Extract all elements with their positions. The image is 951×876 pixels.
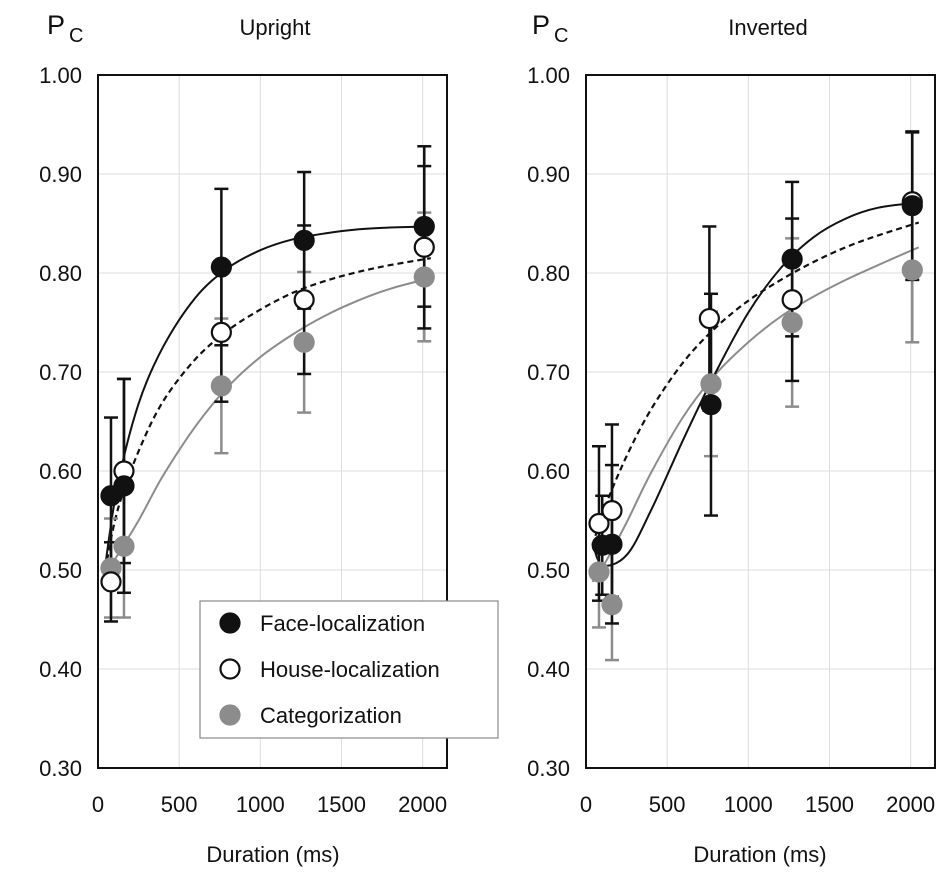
x-axis-label: Duration (ms) [693,842,826,867]
x-tick-label: 1000 [724,792,773,817]
x-tick-label: 500 [649,792,686,817]
chart-panel-upright: 0.30 0.40 0.50 0.60 0.70 0.80 0.90 1.00 0 500 1000… [39,10,498,867]
x-tick-label: 2000 [886,792,935,817]
data-point-house-localization [602,501,621,520]
data-point-house-localization [415,238,434,257]
y-tick-label: 1.00 [527,63,570,88]
y-axis-label: P [47,10,65,40]
x-axis-label: Duration (ms) [206,842,339,867]
y-tick-label: 0.80 [527,261,570,286]
y-axis-label-subscript: C [69,25,83,47]
data-point-house-localization [212,323,231,342]
legend-label: Face-localization [260,611,425,636]
x-tick-label: 2000 [398,792,447,817]
data-point-house-localization [295,290,314,309]
data-point-categorization [783,313,802,332]
y-tick-label: 0.60 [527,459,570,484]
data-point-categorization [114,537,133,556]
y-tick-label: 0.40 [527,657,570,682]
y-tick-label: 0.50 [39,558,82,583]
data-point-face-localization [701,395,720,414]
y-tick-label: 0.60 [39,459,82,484]
y-axis-label: P [532,10,550,40]
x-tick-label: 1500 [317,792,366,817]
y-tick-label: 0.40 [39,657,82,682]
chart-title: Inverted [728,15,808,40]
data-point-categorization [589,562,608,581]
legend: Face-localization House-localization Categ… [200,601,498,738]
x-tick-label: 500 [161,792,198,817]
data-point-face-localization [114,476,133,495]
legend-marker-house-localization [221,660,240,679]
y-tick-label: 0.90 [527,162,570,187]
data-point-face-localization [783,250,802,269]
data-point-house-localization [783,290,802,309]
data-point-categorization [415,267,434,286]
data-point-face-localization [212,258,231,277]
data-point-categorization [295,333,314,352]
legend-label: Categorization [260,703,402,728]
x-tick-label: 0 [580,792,592,817]
y-tick-label: 0.50 [527,558,570,583]
data-point-categorization [903,261,922,280]
data-point-face-localization [415,217,434,236]
chart-title: Upright [240,15,311,40]
x-tick-label: 1000 [236,792,285,817]
data-point-face-localization [602,535,621,554]
plot-area [586,75,935,768]
y-tick-label: 0.90 [39,162,82,187]
y-axis-label-subscript: C [554,25,568,47]
data-point-categorization [602,595,621,614]
data-point-categorization [701,374,720,393]
y-tick-label: 1.00 [39,63,82,88]
data-point-categorization [212,376,231,395]
y-tick-label: 0.30 [39,756,82,781]
data-point-face-localization [295,231,314,250]
y-tick-label: 0.70 [39,360,82,385]
chart-panel-inverted: 0.30 0.40 0.50 0.60 0.70 0.80 0.90 1.00 0 500 1000… [527,10,935,867]
y-tick-label: 0.30 [527,756,570,781]
data-point-face-localization [903,196,922,215]
legend-label: House-localization [260,657,440,682]
x-tick-label: 0 [92,792,104,817]
data-point-house-localization [101,572,120,591]
x-tick-label: 1500 [805,792,854,817]
legend-marker-categorization [221,706,240,725]
y-tick-label: 0.80 [39,261,82,286]
legend-marker-face-localization [221,614,240,633]
y-tick-label: 0.70 [527,360,570,385]
data-point-house-localization [700,309,719,328]
